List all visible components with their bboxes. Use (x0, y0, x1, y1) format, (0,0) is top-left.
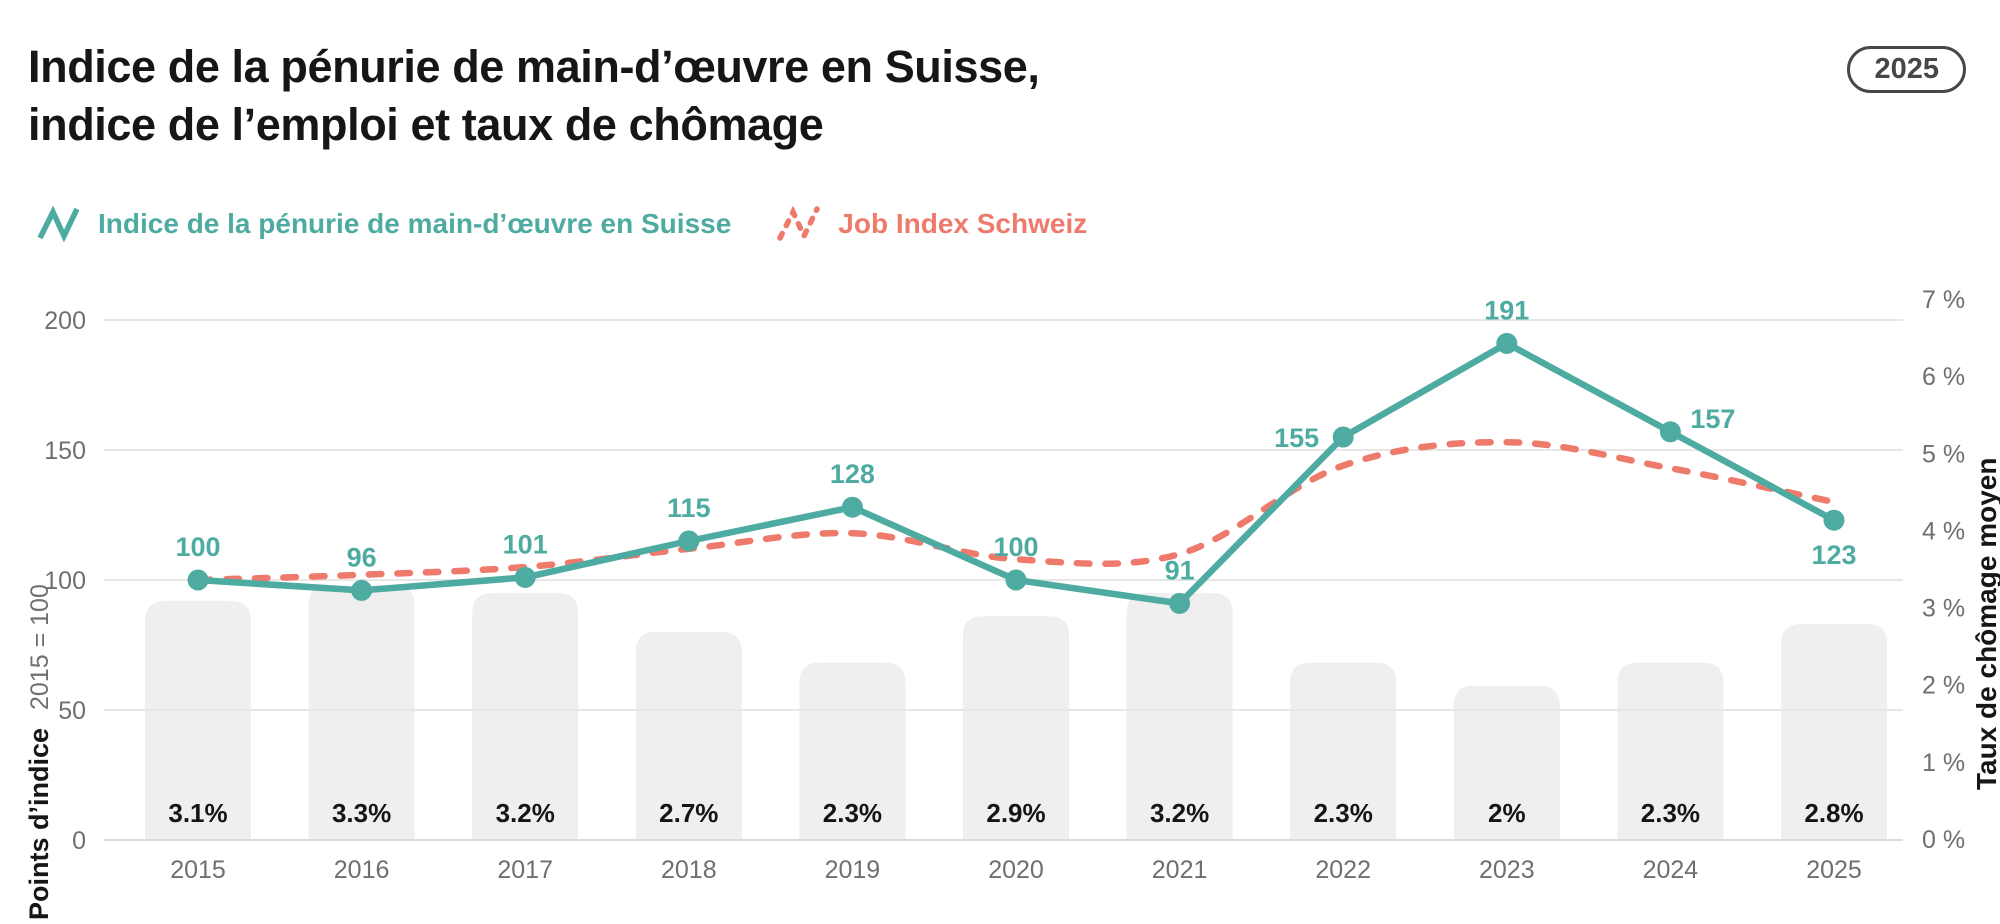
shortage-value-label: 155 (1274, 423, 1319, 453)
year-label: 2022 (1315, 856, 1371, 884)
unemployment-bar (472, 593, 579, 840)
left-axis-title: Points d’indice2015 = 100 (24, 584, 54, 920)
shortage-point (1005, 569, 1027, 591)
shortage-point (841, 496, 863, 518)
left-axis-tick-label: 100 (44, 567, 86, 595)
unemployment-bar (1453, 685, 1560, 840)
left-axis-tick-label: 50 (58, 697, 86, 725)
shortage-value-label: 91 (1165, 555, 1195, 585)
unemployment-bar (963, 616, 1069, 840)
right-axis-tick-label: 2 % (1922, 672, 1965, 700)
bar-value-label: 3.1% (168, 798, 227, 828)
shortage-line (197, 340, 1836, 607)
legend-item-shortage-index: Indice de la pénurie de main-d’œuvre en … (37, 204, 731, 244)
year-label: 2023 (1479, 856, 1535, 884)
unemployment-bar (1617, 662, 1724, 840)
shortage-point (514, 566, 536, 588)
shortage-value-label: 100 (175, 532, 220, 562)
bar-value-label: 2.9% (986, 798, 1045, 828)
bar-value-label: 3.2% (1150, 798, 1209, 828)
unemployment-bar (1290, 662, 1397, 840)
page-title: Indice de la pénurie de main-d’œuvre en … (28, 38, 1040, 153)
year-label: 2021 (1152, 856, 1208, 884)
legend-label-job-index: Job Index Schweiz (838, 208, 1088, 239)
year-label: 2020 (988, 856, 1044, 884)
right-axis-tick-label: 6 % (1922, 363, 1965, 391)
chart-legend: Indice de la pénurie de main-d’œuvre en … (37, 204, 1087, 244)
year-label: 2025 (1806, 856, 1862, 884)
year-badge: 2025 (1847, 46, 1966, 93)
zigzag-line-icon (37, 205, 80, 243)
shortage-point (187, 569, 209, 591)
shortage-point (351, 579, 373, 601)
year-label: 2024 (1643, 856, 1699, 884)
left-axis-tick-label: 0 (72, 827, 86, 855)
bar-value-label: 2.3% (823, 798, 882, 828)
bar-value-label: 2.7% (659, 798, 718, 828)
right-axis-title: Taux de chômage moyen (1971, 458, 2000, 790)
shortage-value-label: 128 (830, 459, 875, 489)
year-label: 2016 (334, 856, 390, 884)
shortage-point (1496, 332, 1518, 354)
zigzag-dashed-line-icon (777, 205, 821, 243)
unemployment-bar (1126, 593, 1233, 840)
page-title-line1: Indice de la pénurie de main-d’œuvre en … (28, 41, 1040, 92)
right-axis-tick-label: 5 % (1922, 440, 1965, 468)
shortage-point (678, 530, 700, 552)
bar-value-label: 2% (1488, 798, 1526, 828)
right-axis-tick-label: 4 % (1922, 517, 1965, 545)
shortage-point (1659, 421, 1681, 443)
year-label: 2015 (170, 856, 226, 884)
year-label: 2018 (661, 856, 717, 884)
right-axis-tick-label: 1 % (1922, 749, 1965, 777)
shortage-value-label: 96 (347, 542, 377, 572)
shortage-value-label: 157 (1690, 404, 1735, 434)
unemployment-bar (799, 662, 906, 840)
right-axis-tick-label: 0 % (1922, 826, 1965, 854)
unemployment-bar (1781, 624, 1887, 840)
bar-value-label: 3.3% (332, 798, 391, 828)
shortage-value-label: 101 (503, 529, 548, 559)
legend-label-shortage-index: Indice de la pénurie de main-d’œuvre en … (98, 208, 732, 239)
shortage-value-label: 191 (1484, 295, 1529, 325)
bar-value-label: 2.3% (1641, 798, 1700, 828)
right-axis-tick-label: 3 % (1922, 595, 1965, 623)
year-label: 2019 (825, 856, 881, 884)
unemployment-bar (308, 585, 415, 840)
bar-value-label: 2.3% (1314, 798, 1373, 828)
bar-value-label: 3.2% (496, 798, 555, 828)
year-label: 2017 (497, 856, 553, 884)
shortage-point (1823, 509, 1845, 531)
bar-value-label: 2.8% (1804, 798, 1863, 828)
unemployment-bar (145, 600, 251, 840)
right-axis-tick-label: 7 % (1922, 286, 1965, 314)
shortage-value-label: 115 (667, 493, 711, 523)
legend-item-job-index: Job Index Schweiz (777, 204, 1087, 244)
shortage-value-label: 123 (1811, 540, 1856, 570)
left-axis-tick-label: 150 (44, 437, 86, 465)
unemployment-bar (635, 631, 742, 840)
left-axis-tick-label: 200 (44, 307, 86, 335)
page-title-line2: indice de l’emploi et taux de chômage (28, 98, 824, 150)
shortage-value-label: 100 (993, 532, 1038, 562)
shortage-point (1169, 592, 1191, 614)
shortage-point (1332, 426, 1354, 448)
